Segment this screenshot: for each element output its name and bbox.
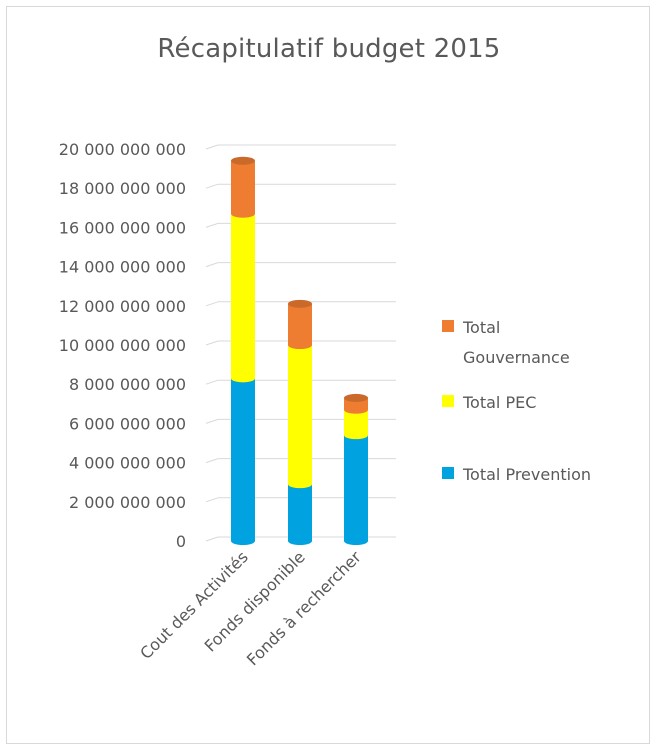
- y-tick-label: 20 000 000 000: [59, 140, 186, 159]
- gridline-depth: [205, 222, 219, 228]
- y-tick-label: 2 000 000 000: [69, 493, 186, 512]
- gridline-depth: [205, 379, 219, 385]
- gridline-depth: [205, 497, 219, 503]
- gridline-depth: [205, 183, 219, 189]
- y-tick-label: 10 000 000 000: [59, 336, 186, 355]
- bar-segment: [288, 484, 312, 545]
- bar-segment: [231, 160, 255, 218]
- bar-segment: [344, 409, 368, 440]
- bar-segment: [288, 303, 312, 349]
- y-tick-label: 4 000 000 000: [69, 454, 186, 473]
- legend-label: Total: [462, 318, 500, 337]
- bar-segment: [344, 435, 368, 545]
- legend-swatch: [442, 320, 454, 332]
- legend-label: Total PEC: [462, 393, 536, 412]
- gridline-depth: [205, 262, 219, 268]
- bars: [231, 156, 368, 545]
- legend-swatch: [442, 395, 454, 407]
- legend-label: Gouvernance: [463, 348, 570, 367]
- legend-swatch: [442, 467, 454, 479]
- chart-title: Récapitulatif budget 2015: [157, 34, 501, 64]
- y-tick-label: 14 000 000 000: [59, 258, 186, 277]
- y-tick-label: 12 000 000 000: [59, 297, 186, 316]
- legend-label: Total Prevention: [462, 465, 591, 484]
- y-axis-ticks: 0 2 000 000 000 4 000 000 000 6 000 000 000…: [59, 140, 186, 551]
- y-tick-label: 6 000 000 000: [69, 414, 186, 433]
- legend: Total Gouvernance Total PEC Total Preventio…: [442, 318, 591, 484]
- gridline-depth: [205, 458, 219, 464]
- bar-segment-top: [288, 299, 312, 308]
- y-tick-label: 16 000 000 000: [59, 218, 186, 237]
- y-tick-label: 0: [176, 532, 186, 551]
- gridline-depth: [205, 340, 219, 346]
- bar-segment: [344, 397, 368, 414]
- gridline-depth: [205, 418, 219, 424]
- bar-segment: [231, 213, 255, 383]
- bar-segment: [231, 378, 255, 545]
- gridline-depth: [205, 536, 219, 542]
- chart-frame: [6, 6, 650, 744]
- bar-segment: [288, 345, 312, 489]
- x-category-label: Fonds disponible: [201, 547, 309, 655]
- y-tick-label: 8 000 000 000: [69, 375, 186, 394]
- gridline-depth: [205, 144, 219, 150]
- x-category-label: Cout des Activités: [136, 547, 252, 663]
- gridline-depth: [205, 301, 219, 307]
- y-tick-label: 18 000 000 000: [59, 179, 186, 198]
- bar-segment-top: [344, 393, 368, 402]
- bar-segment-top: [231, 156, 255, 165]
